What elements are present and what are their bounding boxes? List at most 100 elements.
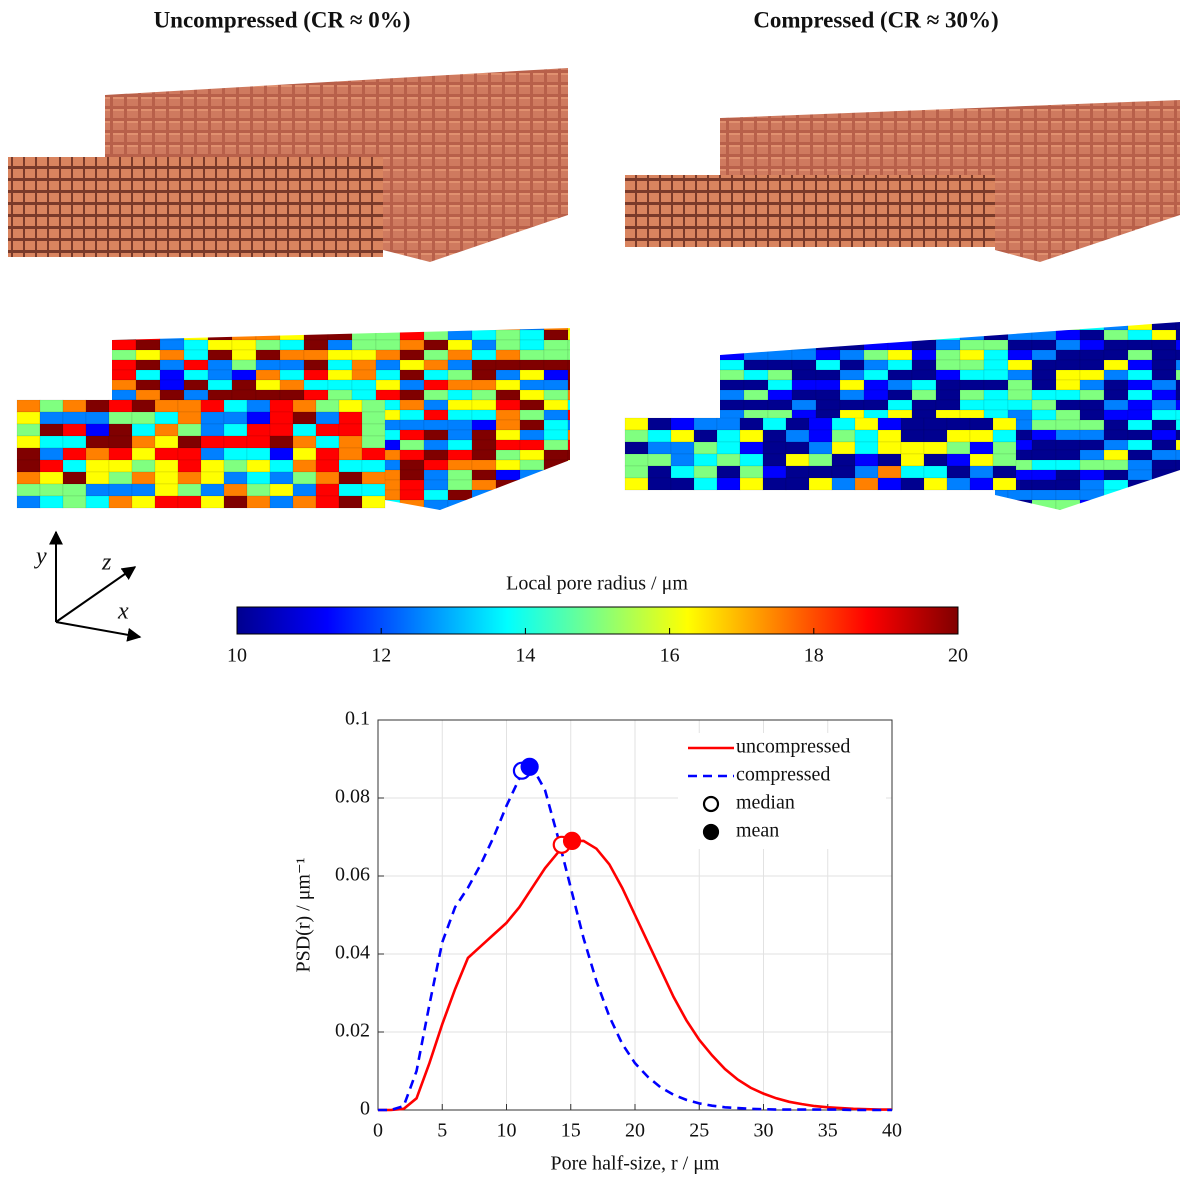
voxel — [208, 510, 232, 520]
voxel — [316, 412, 339, 424]
voxel — [763, 466, 786, 478]
voxel — [155, 460, 178, 472]
voxel — [400, 430, 424, 440]
voxel — [496, 390, 520, 400]
voxel — [544, 470, 568, 480]
voxel — [201, 448, 224, 460]
voxel — [400, 350, 424, 360]
voxel — [1104, 390, 1128, 400]
voxel — [855, 430, 878, 442]
voxel — [864, 400, 888, 410]
voxel — [424, 390, 448, 400]
voxel — [544, 490, 568, 500]
voxel — [717, 454, 740, 466]
voxel — [400, 390, 424, 400]
voxel — [352, 330, 376, 340]
voxel — [544, 390, 568, 400]
voxel — [208, 390, 232, 400]
voxel — [1176, 350, 1184, 360]
voxel — [232, 510, 256, 520]
voxel — [362, 412, 385, 424]
voxel — [424, 320, 448, 330]
voxel — [768, 500, 792, 510]
voxel — [984, 490, 1008, 500]
voxel — [816, 350, 840, 360]
voxel — [63, 436, 86, 448]
voxel — [768, 380, 792, 390]
voxel — [792, 380, 816, 390]
voxel — [544, 410, 568, 420]
voxel — [520, 380, 544, 390]
voxel — [112, 390, 136, 400]
voxel — [316, 448, 339, 460]
voxel — [293, 448, 316, 460]
y-axis-label: PSD(r) / μm⁻¹ — [293, 857, 315, 972]
voxel — [878, 454, 901, 466]
voxel — [1056, 500, 1080, 510]
voxel — [448, 360, 472, 370]
voxel — [424, 330, 448, 340]
voxel — [768, 390, 792, 400]
voxel — [17, 424, 40, 436]
voxel — [316, 460, 339, 472]
voxel — [316, 436, 339, 448]
voxel — [740, 454, 763, 466]
voxel — [496, 330, 520, 340]
voxel — [864, 350, 888, 360]
voxel — [270, 436, 293, 448]
voxel — [816, 340, 840, 350]
colorbar-tick-label: 14 — [515, 645, 535, 667]
voxel — [472, 340, 496, 350]
voxel — [1104, 320, 1128, 330]
voxel — [63, 400, 86, 412]
voxel — [400, 360, 424, 370]
voxel — [993, 430, 1016, 442]
voxel — [544, 380, 568, 390]
voxel — [1056, 330, 1080, 340]
voxel — [232, 390, 256, 400]
voxel — [1032, 340, 1056, 350]
voxel — [1080, 480, 1104, 490]
voxel — [400, 340, 424, 350]
voxel — [744, 490, 768, 500]
voxel — [1128, 480, 1152, 490]
voxel — [40, 496, 63, 508]
voxel — [520, 350, 544, 360]
voxel — [232, 350, 256, 360]
voxel — [901, 418, 924, 430]
voxel — [472, 320, 496, 330]
voxel — [520, 460, 544, 470]
voxel — [1176, 470, 1184, 480]
legend-label: mean — [736, 820, 779, 842]
voxel — [1128, 350, 1152, 360]
voxel — [247, 472, 270, 484]
voxel — [293, 400, 316, 412]
voxel — [424, 360, 448, 370]
voxel — [520, 340, 544, 350]
voxel — [1080, 390, 1104, 400]
voxel — [424, 430, 448, 440]
voxel — [247, 460, 270, 472]
voxel — [740, 478, 763, 490]
voxel — [1152, 330, 1176, 340]
voxel — [400, 460, 424, 470]
voxel — [109, 460, 132, 472]
voxel — [40, 460, 63, 472]
voxel — [400, 370, 424, 380]
voxel — [376, 380, 400, 390]
voxel — [671, 466, 694, 478]
voxel — [1152, 450, 1176, 460]
voxel — [912, 370, 936, 380]
voxel — [568, 340, 592, 350]
voxel — [63, 484, 86, 496]
voxel — [136, 320, 160, 330]
voxel — [376, 370, 400, 380]
voxel — [984, 390, 1008, 400]
voxel — [912, 400, 936, 410]
voxel — [270, 448, 293, 460]
voxel — [316, 484, 339, 496]
voxel — [809, 478, 832, 490]
voxel — [568, 510, 592, 520]
voxel — [400, 410, 424, 420]
voxel — [960, 500, 984, 510]
